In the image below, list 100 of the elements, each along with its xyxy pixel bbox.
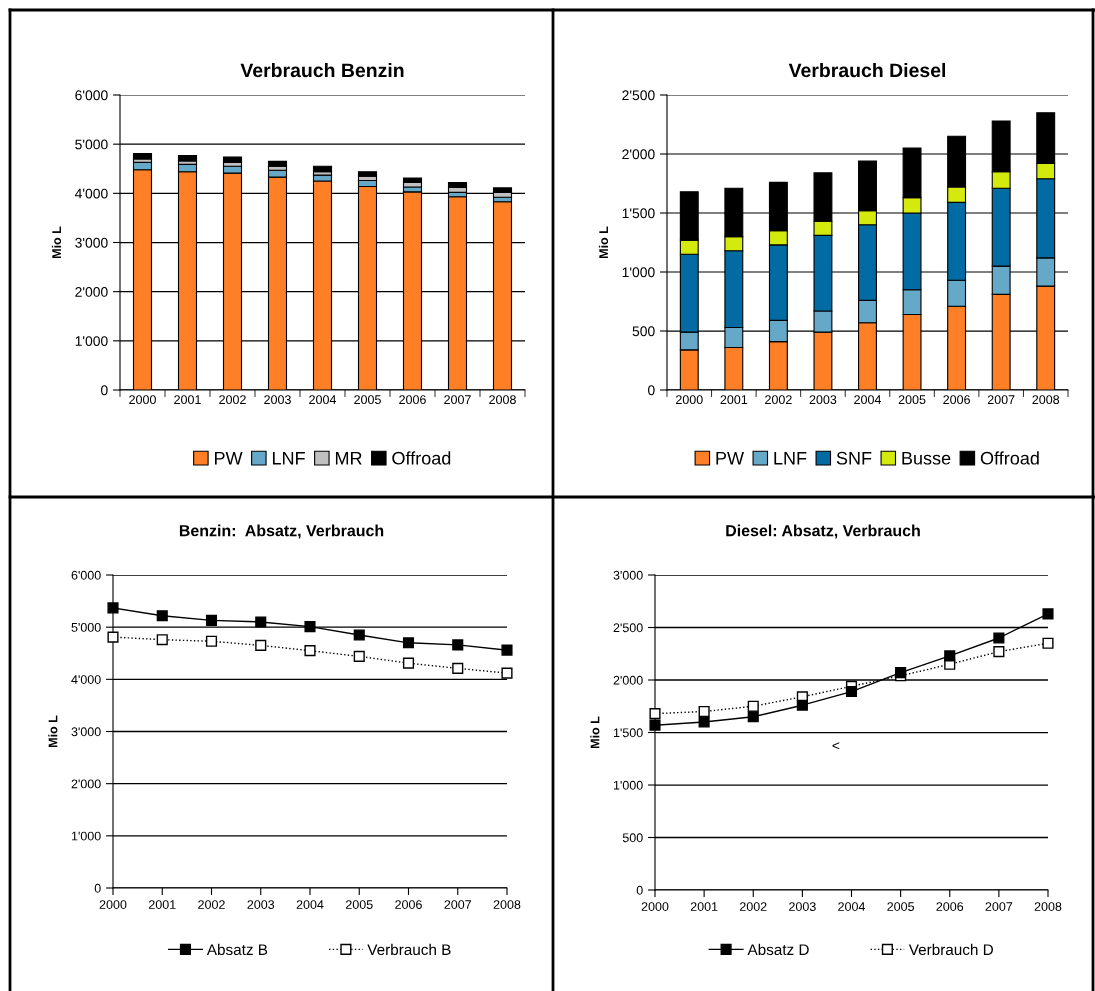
y-axis-title: Mio L: [48, 715, 58, 747]
y-tick-label: 3'000: [613, 570, 643, 580]
point: [501, 644, 513, 656]
y-tick-label: 1'000: [613, 780, 643, 790]
y-tick-label: 500: [632, 326, 655, 337]
y-tick-label: 2'000: [75, 287, 108, 297]
legend-label: Offroad: [980, 451, 1039, 465]
point: [698, 716, 710, 728]
x-tick-label: 2006: [395, 900, 422, 909]
x-tick-label: 2002: [219, 395, 246, 405]
x-tick-label: 2002: [739, 902, 767, 911]
x-tick-label: 2008: [1032, 395, 1060, 405]
x-tick-label: 2003: [264, 395, 291, 405]
point: [156, 610, 168, 622]
x-tick-label: 2003: [247, 900, 275, 909]
legend-label: Verbrauch B: [367, 943, 451, 956]
x-tick-label: 2001: [148, 900, 176, 909]
point: [353, 629, 365, 641]
y-tick-label: 4'000: [74, 188, 108, 199]
point: [205, 614, 218, 626]
point: [255, 616, 267, 628]
x-tick-label: 2008: [1034, 902, 1062, 911]
legend-label: Offroad: [392, 451, 451, 465]
x-tick-label: 2000: [676, 395, 703, 405]
y-tick-label: 0: [101, 385, 108, 396]
x-tick-label: 2001: [690, 902, 718, 911]
legend-label: LNF: [774, 452, 807, 465]
point: [304, 621, 316, 633]
point: [649, 708, 661, 720]
y-tick-label: 0: [636, 885, 643, 895]
x-tick-label: 2005: [887, 902, 915, 911]
chart-title: Benzin: Absatz, Verbrauch: [179, 524, 384, 539]
x-tick-label: 2004: [309, 395, 337, 405]
bar: [402, 177, 423, 184]
point: [156, 634, 168, 646]
y-axis-title: Mio L: [598, 226, 609, 258]
chart-title: Verbrauch Benzin: [240, 62, 404, 78]
y-tick-label: 1'000: [622, 267, 655, 278]
chart-title: Diesel: Absatz, Verbrauch: [726, 524, 920, 539]
chart-title: Verbrauch Diesel: [788, 62, 946, 78]
annotation: <: [832, 742, 840, 750]
y-tick-label: 0: [94, 883, 101, 893]
x-tick-label: 2001: [720, 395, 748, 405]
y-tick-label: 1'500: [622, 208, 655, 219]
x-tick-label: 2006: [943, 395, 970, 405]
y-tick-label: 1'000: [71, 831, 101, 841]
point: [304, 645, 316, 657]
point: [452, 639, 464, 651]
x-tick-label: 2003: [809, 395, 837, 405]
point: [205, 635, 218, 647]
y-axis-title: Mio L: [590, 716, 600, 748]
y-tick-label: 6'000: [71, 570, 101, 580]
legend-label: PW: [214, 452, 243, 465]
x-tick-label: 2007: [985, 902, 1013, 911]
point: [944, 650, 956, 662]
point: [1042, 637, 1054, 649]
point: [747, 711, 759, 723]
bar: [312, 165, 333, 173]
x-tick-label: 2007: [444, 395, 471, 405]
point: [845, 685, 858, 698]
bar: [222, 156, 243, 163]
x-tick-label: 2003: [789, 902, 816, 911]
y-axis-title: Mio L: [51, 226, 62, 258]
y-tick-label: 2'500: [622, 90, 655, 101]
legend-label: SNF: [836, 451, 872, 465]
bar: [177, 154, 198, 162]
point: [402, 657, 415, 669]
x-tick-label: 2000: [129, 395, 156, 405]
legend-label: PW: [716, 452, 744, 465]
legend-label: Verbrauch D: [908, 943, 993, 956]
point: [353, 650, 365, 662]
y-tick-label: 2'000: [71, 779, 101, 789]
point: [107, 631, 119, 643]
y-tick-label: 5'000: [75, 139, 108, 150]
x-tick-label: 2004: [838, 902, 866, 911]
y-tick-label: 500: [622, 833, 643, 843]
x-tick-label: 2004: [296, 900, 324, 909]
bar: [357, 171, 378, 177]
x-tick-label: 2006: [936, 902, 964, 911]
y-tick-label: 0: [648, 385, 655, 396]
y-tick-label: 5'000: [71, 622, 101, 632]
x-tick-label: 2004: [854, 395, 882, 405]
y-tick-label: 1'500: [613, 728, 643, 738]
point: [993, 632, 1005, 644]
x-tick-label: 2008: [489, 395, 516, 405]
legend-label: LNF: [272, 452, 305, 465]
x-tick-label: 2008: [493, 900, 521, 909]
y-tick-label: 1'000: [75, 336, 108, 346]
point: [255, 639, 267, 651]
x-tick-label: 2005: [345, 900, 373, 909]
point: [747, 700, 759, 712]
x-tick-label: 2005: [898, 395, 926, 405]
x-tick-label: 2006: [399, 395, 426, 405]
point: [402, 637, 415, 649]
legend-label: Absatz B: [206, 943, 268, 956]
x-tick-label: 2000: [641, 902, 669, 911]
x-tick-label: 2002: [198, 900, 225, 909]
point: [698, 705, 710, 718]
x-tick-label: 2007: [987, 395, 1015, 405]
y-tick-label: 2'000: [622, 149, 655, 160]
